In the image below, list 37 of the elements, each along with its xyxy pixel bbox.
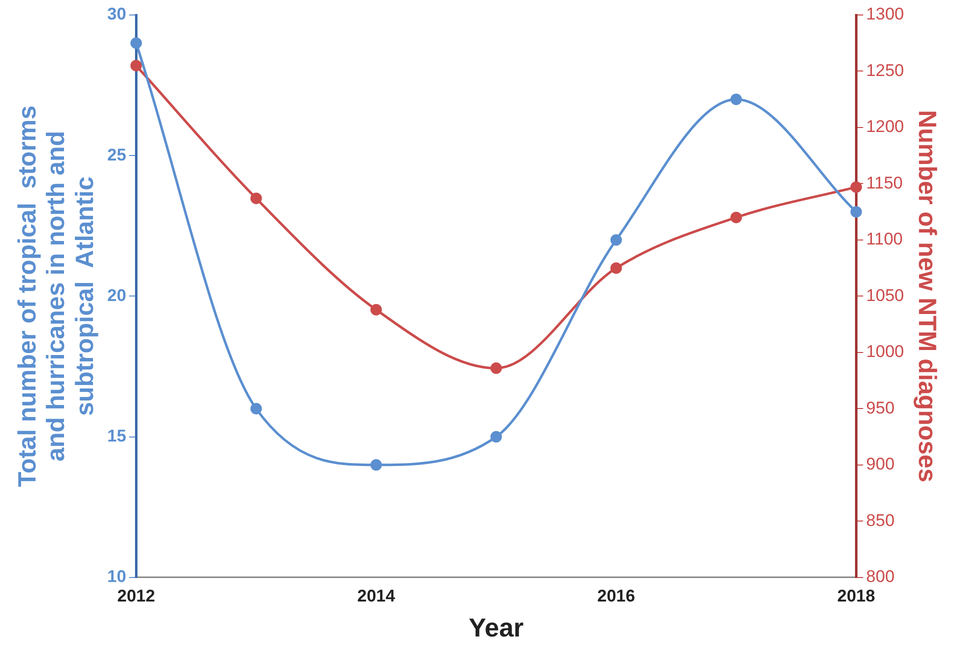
point [370,459,382,471]
y2-tick-label: 950 [866,398,895,418]
y-axis-title: Total number of tropical storms and hurricanes in north and subtropical Atlantic [13,105,99,487]
y-tick-label: 30 [107,4,126,24]
y-tick-label: 20 [107,286,126,305]
y2-tick-label: 1200 [866,117,904,136]
x-tick-label: 2016 [597,586,636,606]
point [850,206,862,218]
y2-tick-label: 850 [866,510,895,530]
x-axis-title: Year [468,612,524,643]
point [730,94,742,106]
y2-tick-label: 1000 [866,342,904,362]
y-tick-label: 10 [107,567,126,586]
point [250,192,262,204]
point [490,431,502,443]
x-tick-label: 2012 [117,586,156,606]
y2-tick-label: 1050 [866,286,904,305]
y2-axis-title: Number of new NTM diagnoses [913,110,942,482]
point [610,234,622,246]
y2-tick-label: 1300 [866,4,904,24]
y2-tick-label: 800 [866,567,895,586]
y2-tick-label: 1250 [866,60,904,80]
point [730,212,742,224]
point [130,60,142,72]
x-tick-label: 2018 [837,586,876,606]
point [850,181,862,193]
point [490,362,502,374]
point [130,37,142,49]
point [250,402,262,414]
y2-tick-label: 900 [866,454,895,474]
y-tick-label: 15 [107,426,126,446]
y-tick-label: 25 [107,145,126,164]
y2-tick-label: 1150 [866,173,903,192]
x-tick-label: 2014 [357,586,396,606]
y2-tick-label: 1100 [866,230,903,249]
point [370,304,382,316]
point [610,262,622,274]
